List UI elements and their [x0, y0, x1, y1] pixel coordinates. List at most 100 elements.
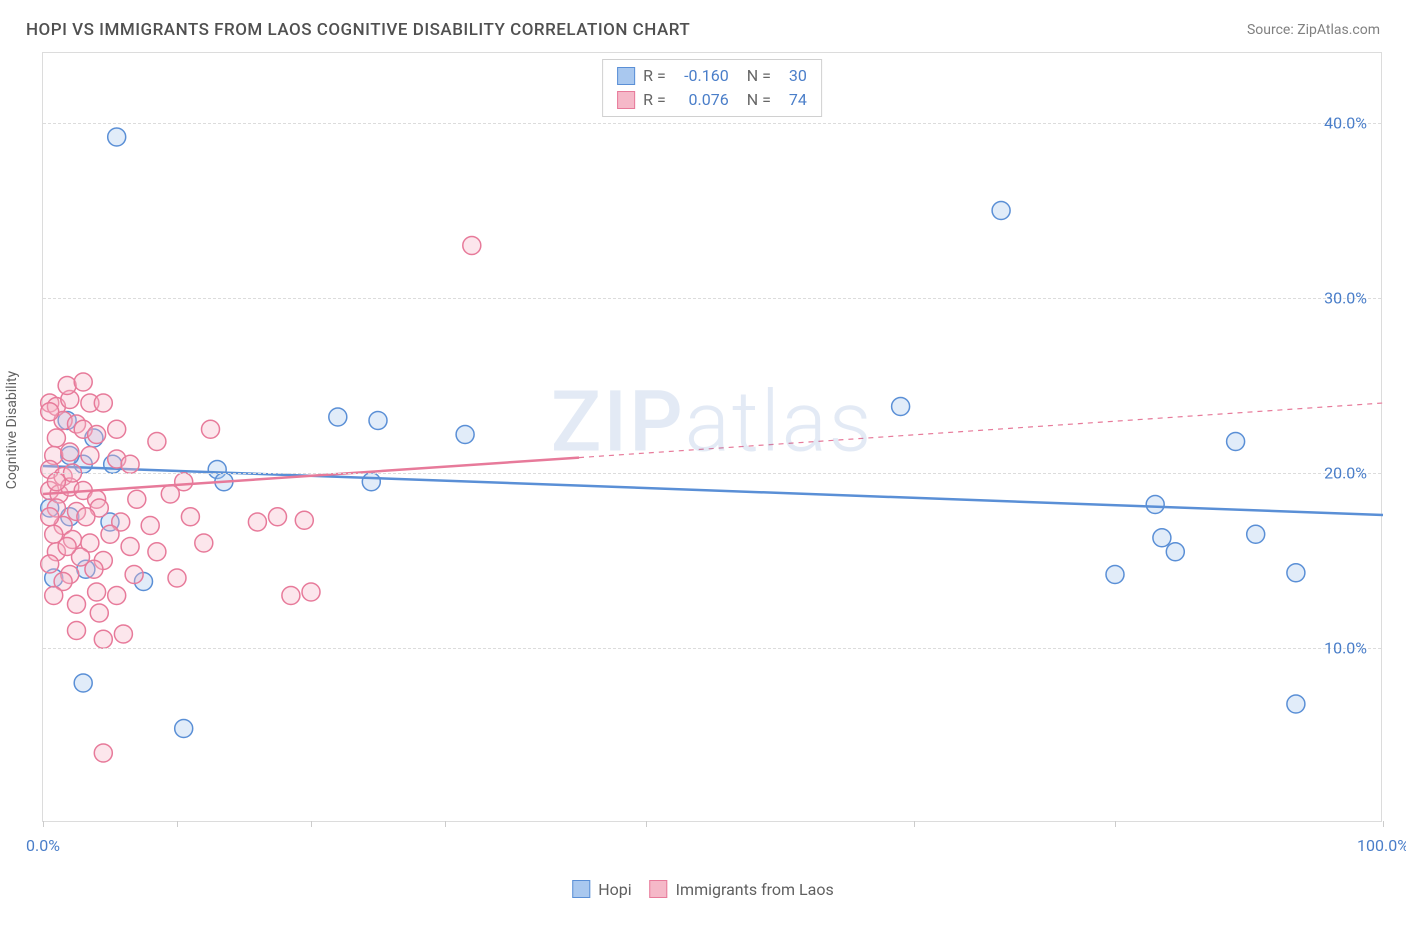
- series-legend: Hopi Immigrants from Laos: [572, 852, 833, 926]
- legend-item: Hopi: [572, 880, 631, 899]
- legend-swatch: [617, 91, 635, 109]
- data-point: [195, 534, 213, 552]
- data-point: [202, 420, 220, 438]
- data-point: [108, 587, 126, 605]
- data-point: [108, 420, 126, 438]
- data-point: [282, 587, 300, 605]
- data-point: [108, 128, 126, 146]
- trend-line-extrapolated: [579, 403, 1383, 458]
- data-point: [81, 447, 99, 465]
- x-tick-label: 0.0%: [26, 836, 60, 855]
- data-point: [1247, 525, 1265, 543]
- data-point: [175, 473, 193, 491]
- legend-stat-row: R = -0.160 N = 30: [617, 64, 807, 88]
- r-value: 0.076: [674, 88, 729, 112]
- data-point: [88, 426, 106, 444]
- legend-label: Hopi: [598, 880, 631, 899]
- data-point: [892, 398, 910, 416]
- r-value: -0.160: [674, 64, 729, 88]
- scatter-svg: [43, 53, 1381, 821]
- grid-line: [43, 298, 1381, 299]
- data-point: [114, 625, 132, 643]
- data-point: [1166, 543, 1184, 561]
- data-point: [992, 202, 1010, 220]
- x-tick: [311, 821, 312, 827]
- data-point: [125, 566, 143, 584]
- legend-stat-row: R = 0.076 N = 74: [617, 88, 807, 112]
- data-point: [128, 490, 146, 508]
- data-point: [148, 543, 166, 561]
- x-tick: [914, 821, 915, 827]
- data-point: [47, 429, 65, 447]
- data-point: [61, 443, 79, 461]
- legend-item: Immigrants from Laos: [650, 880, 834, 899]
- n-label: N =: [747, 64, 771, 88]
- grid-line: [43, 473, 1381, 474]
- data-point: [58, 377, 76, 395]
- x-tick: [646, 821, 647, 827]
- data-point: [1153, 529, 1171, 547]
- data-point: [41, 508, 59, 526]
- r-label: R =: [643, 88, 666, 112]
- data-point: [1227, 433, 1245, 451]
- data-point: [175, 720, 193, 738]
- data-point: [168, 569, 186, 587]
- data-point: [74, 373, 92, 391]
- x-tick: [177, 821, 178, 827]
- data-point: [269, 508, 287, 526]
- data-point: [1287, 564, 1305, 582]
- data-point: [94, 744, 112, 762]
- legend-swatch: [572, 880, 590, 898]
- chart-plot-area: ZIPatlas R =-0.160N =30R =0.076N =74 10.…: [42, 52, 1382, 822]
- n-value: 74: [779, 88, 807, 112]
- x-tick-label: 100.0%: [1357, 836, 1406, 855]
- chart-title: HOPI VS IMMIGRANTS FROM LAOS COGNITIVE D…: [26, 20, 690, 40]
- n-label: N =: [747, 88, 771, 112]
- data-point: [41, 403, 59, 421]
- x-tick: [1383, 821, 1384, 827]
- data-point: [74, 674, 92, 692]
- legend-label: Immigrants from Laos: [676, 880, 834, 899]
- data-point: [1287, 695, 1305, 713]
- grid-line: [43, 648, 1381, 649]
- n-value: 30: [779, 64, 807, 88]
- y-tick-label: 30.0%: [1324, 289, 1367, 308]
- data-point: [181, 508, 199, 526]
- data-point: [302, 583, 320, 601]
- data-point: [41, 555, 59, 573]
- x-tick: [445, 821, 446, 827]
- data-point: [362, 473, 380, 491]
- data-point: [58, 538, 76, 556]
- source-attribution: Source: ZipAtlas.com: [1247, 22, 1380, 38]
- data-point: [94, 394, 112, 412]
- correlation-legend: R = -0.160 N = 30 R = 0.076 N = 74: [602, 59, 822, 117]
- data-point: [45, 587, 63, 605]
- data-point: [121, 538, 139, 556]
- data-point: [148, 433, 166, 451]
- legend-swatch: [617, 67, 635, 85]
- data-point: [85, 560, 103, 578]
- data-point: [77, 508, 95, 526]
- data-point: [329, 408, 347, 426]
- data-point: [47, 473, 65, 491]
- data-point: [141, 517, 159, 535]
- data-point: [68, 595, 86, 613]
- y-tick-label: 20.0%: [1324, 464, 1367, 483]
- data-point: [295, 511, 313, 529]
- y-tick-label: 40.0%: [1324, 114, 1367, 133]
- data-point: [369, 412, 387, 430]
- data-point: [101, 525, 119, 543]
- data-point: [94, 630, 112, 648]
- data-point: [88, 583, 106, 601]
- x-tick: [43, 821, 44, 827]
- data-point: [248, 513, 266, 531]
- data-point: [463, 237, 481, 255]
- grid-line: [43, 123, 1381, 124]
- r-label: R =: [643, 64, 666, 88]
- data-point: [1106, 566, 1124, 584]
- data-point: [1146, 496, 1164, 514]
- x-tick: [1115, 821, 1116, 827]
- data-point: [456, 426, 474, 444]
- data-point: [121, 455, 139, 473]
- y-tick-label: 10.0%: [1324, 639, 1367, 658]
